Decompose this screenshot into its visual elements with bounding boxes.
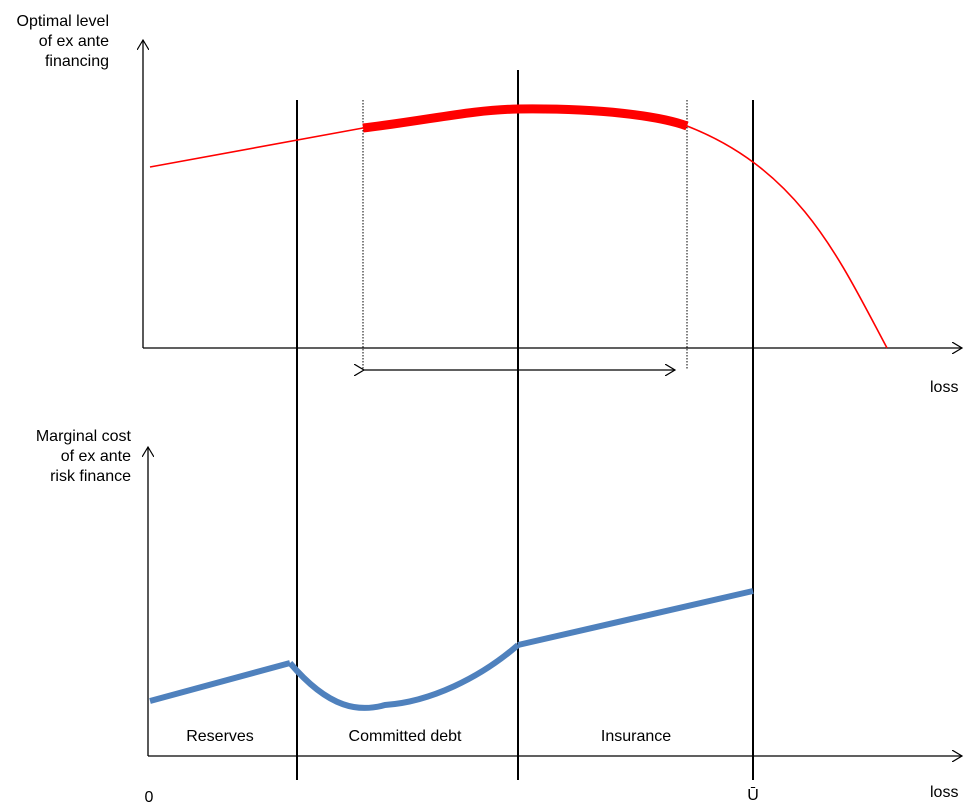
region-label-insurance: Insurance: [600, 728, 672, 745]
top-x-axis-label: loss: [930, 379, 959, 396]
optimal-financing-highlight: [362, 104, 689, 133]
top-y-label-line-1: Optimal level: [16, 13, 109, 30]
marginal-cost-reserves-segment: [149, 660, 291, 704]
top-y-axis-label: Optimal level of ex ante financing: [17, 12, 109, 72]
bottom-y-label-line-2: of ex ante: [60, 448, 131, 465]
marginal-cost-debt-segment: [287, 642, 520, 711]
marginal-cost-insurance-segment: [517, 588, 754, 648]
top-y-label-line-2: of ex ante: [38, 33, 109, 50]
bottom-y-axis-label: Marginal cost of ex ante risk finance: [36, 427, 131, 487]
origin-label: 0: [144, 789, 154, 806]
bottom-x-axis-label: loss: [930, 784, 959, 801]
region-label-reserves: Reserves: [186, 728, 254, 745]
bottom-y-label-line-3: risk finance: [50, 468, 131, 485]
bottom-y-label-line-1: Marginal cost: [35, 428, 131, 445]
upper-bound-label: Ū: [747, 787, 759, 804]
top-y-label-line-3: financing: [44, 53, 109, 70]
region-label-committed-debt: Committed debt: [348, 728, 462, 745]
